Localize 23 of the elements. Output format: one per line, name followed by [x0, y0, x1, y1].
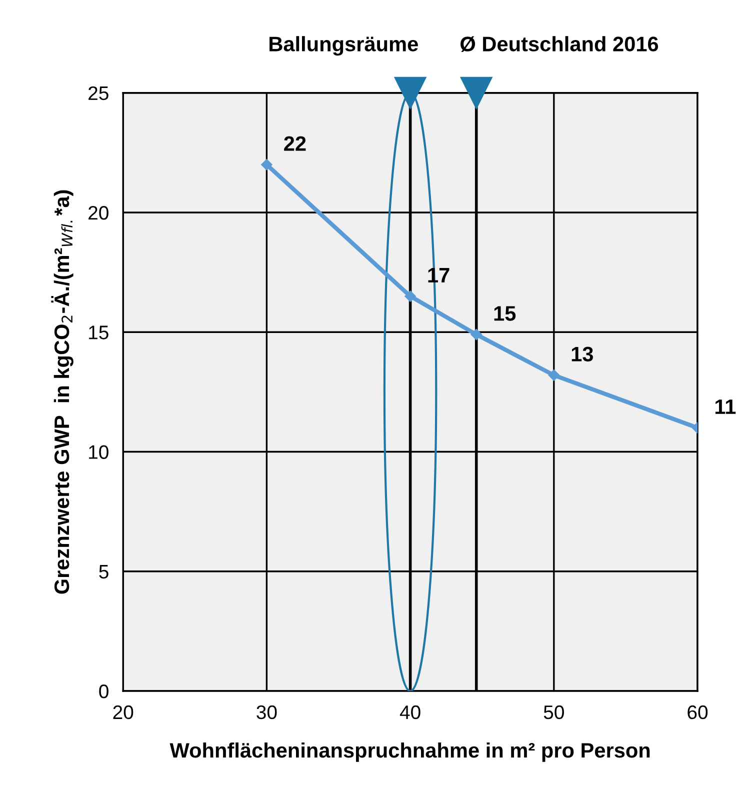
y-tick-label: 25 [88, 86, 108, 100]
point [548, 370, 560, 381]
y-tick-label: 10 [89, 445, 108, 459]
ref-line-label: Ø Deutschland 2016 [460, 36, 658, 52]
data-label: 13 [572, 346, 593, 362]
data-label: 22 [284, 136, 306, 151]
x-tick-label: 40 [400, 705, 420, 720]
y-axis-title: Greznzwerte GWP in kgCO$_{2}$-Ä./(m²$_{Wfl.}$*a) [51, 190, 74, 594]
x-tick-label: 20 [113, 705, 134, 720]
y-tick-label: 5 [99, 565, 108, 579]
y-tick-label: 0 [99, 684, 108, 698]
data-label: 15 [494, 306, 516, 321]
point [261, 159, 272, 170]
y-tick-label: 15 [89, 326, 108, 340]
ref-line-label: Ballungsräume [270, 36, 418, 56]
x-axis-title: Wohnflächeninanspruchnahme in m² pro Person [170, 742, 650, 762]
point [404, 290, 416, 302]
x-tick-label: 30 [256, 705, 277, 720]
x-tick-label: 50 [544, 705, 564, 720]
x-tick-label: 60 [688, 705, 708, 720]
point [470, 328, 482, 340]
data-label: 11 [715, 400, 736, 414]
y-tick-label: 20 [88, 206, 108, 220]
